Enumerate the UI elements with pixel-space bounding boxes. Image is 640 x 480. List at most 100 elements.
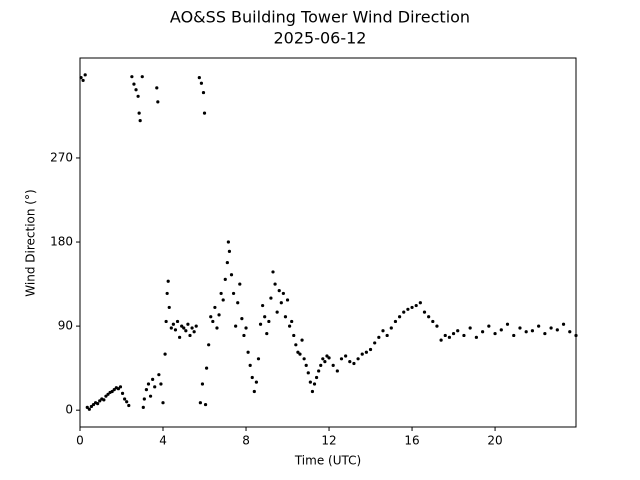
data-point (499, 328, 503, 332)
data-point (246, 350, 250, 354)
data-point (229, 273, 234, 277)
data-point (462, 333, 466, 338)
data-point (312, 382, 317, 386)
data-point (182, 326, 186, 330)
plot-frame (79, 57, 577, 428)
data-point (123, 397, 127, 401)
data-point (87, 407, 91, 411)
data-point (296, 350, 300, 354)
data-point (451, 331, 456, 336)
data-point (104, 394, 108, 398)
data-point (275, 310, 279, 314)
data-point (197, 76, 201, 80)
y-axis-label: Wind Direction (°) (24, 189, 38, 296)
data-point (530, 329, 535, 333)
data-point (199, 81, 204, 85)
data-point (248, 363, 252, 367)
data-point (269, 296, 273, 300)
data-point (130, 75, 134, 79)
data-point (146, 382, 151, 386)
data-point (163, 352, 167, 356)
data-point (431, 319, 435, 324)
data-point (537, 324, 541, 328)
data-point (151, 377, 155, 381)
data-point (141, 405, 145, 409)
data-point (250, 375, 254, 380)
data-point (125, 400, 129, 404)
data-point (352, 361, 356, 366)
data-point (443, 333, 447, 338)
data-point (290, 319, 294, 324)
data-point (524, 330, 528, 334)
data-point (215, 326, 219, 330)
data-point (110, 389, 114, 394)
data-point (165, 291, 169, 296)
data-point (236, 301, 240, 305)
data-point (402, 310, 406, 314)
data-point (127, 403, 131, 408)
data-point (167, 305, 171, 310)
data-point (397, 315, 402, 319)
data-point (555, 328, 559, 332)
data-point (254, 380, 259, 384)
data-point (231, 291, 236, 296)
data-point (360, 352, 364, 356)
data-point (252, 389, 256, 394)
data-point (153, 385, 157, 389)
data-point (102, 398, 106, 402)
data-point (273, 282, 277, 286)
data-point (155, 86, 159, 90)
data-point (89, 404, 94, 409)
data-point (166, 279, 170, 283)
data-point (314, 375, 319, 380)
data-point (227, 249, 232, 253)
data-point (393, 319, 398, 324)
data-point (120, 391, 125, 395)
data-point (194, 324, 198, 328)
data-point (389, 326, 393, 330)
data-point (261, 303, 265, 308)
x-tick-label: 8 (242, 434, 250, 448)
chart-subtitle: 2025-06-12 (274, 29, 367, 48)
data-point (310, 389, 315, 394)
data-point (200, 382, 205, 386)
data-point (288, 324, 292, 328)
data-point (331, 363, 335, 367)
data-point (219, 291, 223, 296)
data-point (267, 319, 271, 324)
data-point (493, 331, 497, 336)
data-point (175, 319, 180, 324)
data-point (308, 380, 312, 384)
data-point (171, 322, 175, 326)
data-point (474, 335, 478, 339)
y-tick-label: 0 (65, 403, 73, 417)
data-point (327, 356, 331, 360)
data-point (184, 329, 188, 333)
data-point (325, 354, 329, 358)
data-point (406, 307, 410, 311)
x-tick-label: 4 (159, 434, 167, 448)
data-point (427, 315, 431, 319)
x-tick-label: 0 (76, 434, 84, 448)
data-point (265, 331, 269, 336)
data-point (292, 333, 296, 338)
data-point (211, 319, 215, 324)
data-point (203, 402, 208, 407)
data-point (96, 402, 100, 406)
data-point (304, 363, 308, 367)
data-point (414, 303, 418, 308)
data-point (157, 373, 161, 377)
data-point (512, 333, 516, 338)
data-point (198, 401, 202, 405)
data-point (217, 313, 221, 317)
data-point (186, 322, 190, 326)
data-point (271, 270, 275, 274)
data-point (283, 315, 288, 319)
data-point (317, 369, 321, 373)
data-point (277, 289, 281, 293)
data-point (435, 324, 439, 328)
data-point (161, 401, 165, 405)
data-point (348, 360, 352, 364)
data-point (201, 90, 206, 95)
data-point (335, 369, 339, 373)
